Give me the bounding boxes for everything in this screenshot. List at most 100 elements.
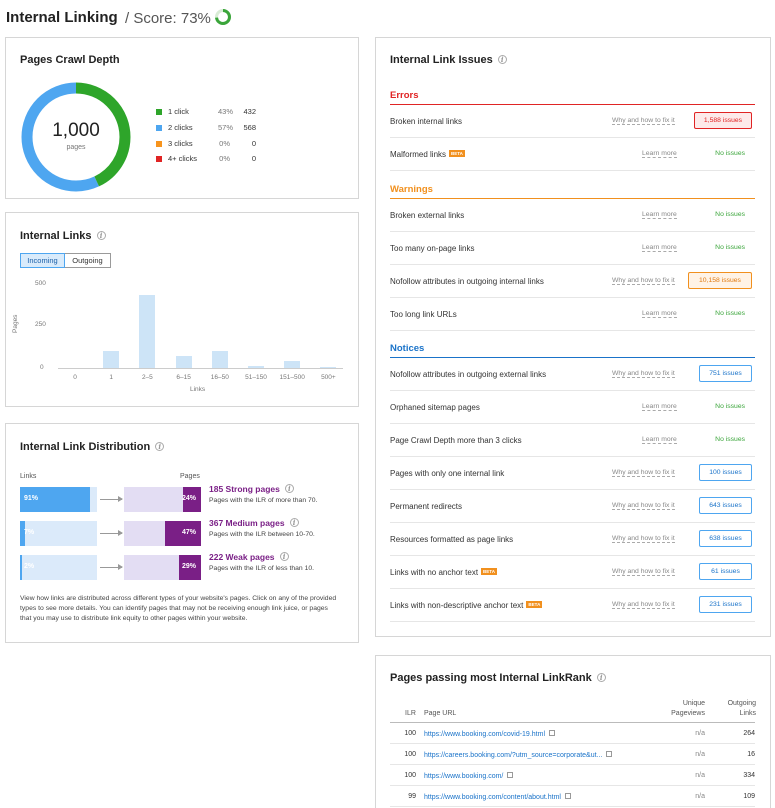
ilr-value: 99 [408, 793, 416, 800]
learn-more-link[interactable]: Learn more [642, 310, 677, 318]
x-tick-label: 51–150 [245, 374, 267, 381]
crawl-depth-donut[interactable] [20, 81, 132, 193]
issue-row[interactable]: Page Crawl Depth more than 3 clicks Learn… [390, 424, 755, 457]
x-tick-label: 16–50 [210, 374, 229, 381]
page-type-link[interactable]: 185 Strong pages i [209, 484, 294, 494]
distribution-title: Internal Link Distribution i [20, 441, 165, 453]
crawl-depth-title: Pages Crawl Depth [20, 54, 120, 66]
issue-name: Pages with only one internal link [390, 469, 504, 478]
legend-row[interactable]: 1 click 43% 432 [156, 107, 276, 119]
chart-bar[interactable] [211, 351, 228, 368]
page-type-heading: 367 Medium pages [209, 518, 285, 528]
issues-count-button[interactable]: 61 issues [699, 563, 752, 580]
pages-share-bar[interactable]: 24% [124, 487, 201, 512]
chart-bar[interactable] [284, 361, 301, 368]
issues-count-button[interactable]: 1,588 issues [694, 112, 752, 129]
info-icon[interactable]: i [289, 518, 299, 527]
pages-share-fill [182, 487, 201, 512]
issue-row[interactable]: Resources formatted as page links Why and… [390, 523, 755, 556]
issue-row[interactable]: Malformed links BETA Learn more No issues [390, 138, 755, 171]
pages-share-bar[interactable]: 29% [124, 555, 201, 580]
info-icon[interactable]: i [497, 55, 507, 64]
tab-incoming[interactable]: Incoming [20, 253, 65, 268]
learn-more-link[interactable]: Learn more [642, 211, 677, 219]
issue-row[interactable]: Pages with only one internal link Why and… [390, 457, 755, 490]
why-fix-link[interactable]: Why and how to fix it [612, 370, 675, 378]
info-icon[interactable]: i [279, 552, 289, 561]
legend-row[interactable]: 4+ clicks 0% 0 [156, 154, 276, 166]
chart-bar[interactable] [139, 294, 156, 368]
page-url-text: https://www.booking.com/content/about.ht… [424, 794, 561, 801]
issue-row[interactable]: Links with non-descriptive anchor text BE… [390, 589, 755, 622]
chart-bar[interactable] [103, 351, 120, 368]
legend-name: 3 clicks [168, 139, 193, 148]
issue-row[interactable]: Permanent redirects Why and how to fix it… [390, 490, 755, 523]
chart-bar[interactable] [175, 356, 192, 368]
info-icon[interactable]: i [155, 442, 165, 451]
links-share-pct: 2% [24, 563, 35, 570]
issue-row[interactable]: Nofollow attributes in outgoing internal… [390, 265, 755, 298]
links-share-bar[interactable]: 91% [20, 487, 97, 512]
external-link-icon[interactable] [507, 772, 514, 778]
issue-row[interactable]: Nofollow attributes in outgoing external… [390, 358, 755, 391]
learn-more-link[interactable]: Learn more [642, 244, 677, 252]
issues-count-button[interactable]: 231 issues [699, 596, 752, 613]
links-share-bar[interactable]: 7% [20, 521, 97, 546]
why-fix-link[interactable]: Why and how to fix it [612, 469, 675, 477]
issue-label: Orphaned sitemap pages [390, 403, 480, 412]
tab-outgoing[interactable]: Outgoing [65, 253, 111, 268]
why-fix-link[interactable]: Why and how to fix it [612, 568, 675, 576]
issues-count-button[interactable]: 643 issues [699, 497, 752, 514]
external-link-icon[interactable] [549, 730, 555, 736]
no-issues-label: No issues [715, 150, 745, 157]
issue-row[interactable]: Broken internal links Why and how to fix … [390, 105, 755, 138]
issue-row[interactable]: Too long link URLs Learn more No issues [390, 298, 755, 331]
chart-bar[interactable] [248, 366, 264, 368]
why-fix-link[interactable]: Why and how to fix it [612, 535, 675, 543]
table-row: 100 https://www.booking.com/covid-19.html… [390, 723, 755, 744]
page-title: Internal Linking [6, 9, 118, 26]
pageviews-value: n/a [695, 751, 705, 758]
page-type-link[interactable]: 222 Weak pages i [209, 552, 289, 562]
issue-row[interactable]: Orphaned sitemap pages Learn more No issue… [390, 391, 755, 424]
page-type-link[interactable]: 367 Medium pages i [209, 518, 299, 528]
legend-row[interactable]: 3 clicks 0% 0 [156, 139, 276, 151]
x-tick-label: 6–15 [176, 374, 191, 381]
info-icon[interactable]: i [596, 673, 606, 682]
page-url-link[interactable]: https://www.booking.com/covid-19.html [424, 730, 555, 738]
donut-slice-1[interactable] [21, 82, 131, 192]
why-fix-link[interactable]: Why and how to fix it [612, 502, 675, 510]
chart-bar[interactable] [320, 366, 337, 368]
why-fix-link[interactable]: Why and how to fix it [612, 277, 675, 285]
legend-count: 0 [251, 154, 256, 163]
issues-count-button[interactable]: 751 issues [699, 365, 752, 382]
y-axis-label: Pages [12, 314, 19, 333]
links-share-bar[interactable]: 2% [20, 555, 97, 580]
section-heading: Errors [390, 90, 419, 101]
issue-label: Pages with only one internal link [390, 469, 505, 478]
outgoing-links-value: 264 [743, 730, 755, 737]
legend-name: 4+ clicks [168, 154, 197, 163]
issues-count-button[interactable]: 10,158 issues [688, 272, 752, 289]
learn-more-link[interactable]: Learn more [642, 436, 677, 444]
info-icon[interactable]: i [284, 484, 294, 493]
page-url-link[interactable]: https://www.booking.com/content/about.ht… [424, 793, 571, 801]
pages-share-pct: 24% [181, 495, 196, 502]
page-url-link[interactable]: https://careers.booking.com/?utm_source=… [424, 751, 613, 759]
external-link-icon[interactable] [606, 751, 613, 757]
issue-row[interactable]: Links with no anchor text BETA Why and how… [390, 556, 755, 589]
page-type-heading: 222 Weak pages [209, 552, 275, 562]
issues-count-button[interactable]: 100 issues [699, 464, 752, 481]
learn-more-link[interactable]: Learn more [642, 150, 677, 158]
issue-row[interactable]: Too many on-page links Learn more No issue… [390, 232, 755, 265]
why-fix-link[interactable]: Why and how to fix it [612, 117, 675, 125]
learn-more-link[interactable]: Learn more [642, 403, 677, 411]
external-link-icon[interactable] [564, 793, 571, 799]
why-fix-link[interactable]: Why and how to fix it [612, 601, 675, 609]
issue-row[interactable]: Broken external links Learn more No issues [390, 199, 755, 232]
pages-share-bar[interactable]: 47% [124, 521, 201, 546]
issues-count-button[interactable]: 638 issues [699, 530, 752, 547]
page-url-link[interactable]: https://www.booking.com/ [424, 772, 514, 780]
info-icon[interactable]: i [96, 231, 106, 240]
legend-row[interactable]: 2 clicks 57% 568 [156, 123, 276, 135]
